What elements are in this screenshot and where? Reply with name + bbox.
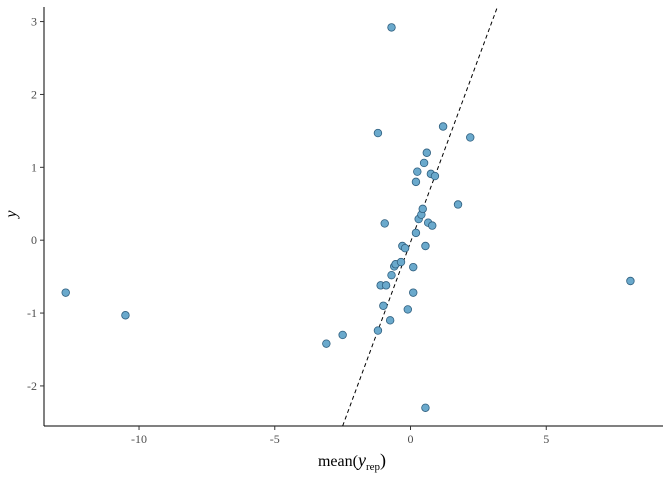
data-point [421,241,430,251]
y-tick-label: 2 [31,87,37,101]
y-tick-label: 3 [31,15,37,29]
data-point [373,128,383,138]
x-axis-title-suffix: ) [380,450,386,471]
data-point [466,133,475,142]
y-axis-ticks: -2 -1 0 1 2 3 [27,15,44,393]
data-point [409,262,418,272]
data-point [387,270,396,280]
data-point [121,311,130,320]
x-axis-title-var: y [356,450,366,470]
data-point [419,158,429,168]
data-point [411,228,421,238]
data-point [387,23,396,32]
data-points [61,23,635,412]
data-point [400,243,410,253]
x-axis-title-sub: rep [366,461,381,473]
data-point [403,305,412,314]
x-tick-label: 0 [408,432,414,446]
data-point [626,276,635,286]
data-point [428,221,437,230]
data-point [453,200,463,209]
data-point [422,148,432,157]
y-tick-label: 0 [31,233,37,247]
data-point [338,330,347,340]
x-tick-label: -10 [131,432,147,446]
data-point [421,403,430,412]
data-point [418,204,427,214]
y-tick-label: 1 [31,160,37,174]
data-point [438,122,448,131]
y-tick-label: -2 [27,379,37,393]
x-tick-label: 5 [543,432,549,446]
data-point [380,219,389,228]
x-axis-title-prefix: mean( [318,453,358,470]
data-point [430,171,440,181]
x-tick-label: -5 [270,432,280,446]
data-point [373,326,383,335]
plot-area [61,6,635,427]
data-point [413,167,422,176]
data-point [322,339,331,348]
x-axis-title: mean(yrep) [318,450,386,473]
x-axis-ticks: -10 -5 0 5 [131,426,549,446]
data-point [409,288,418,297]
data-point [385,316,395,325]
reference-line [342,6,498,427]
y-axis-title: y [3,210,20,220]
data-point [381,281,391,290]
data-point [411,177,421,187]
y-tick-label: -1 [27,306,37,320]
data-point [396,257,406,267]
data-point [379,301,388,310]
data-point [61,288,70,297]
